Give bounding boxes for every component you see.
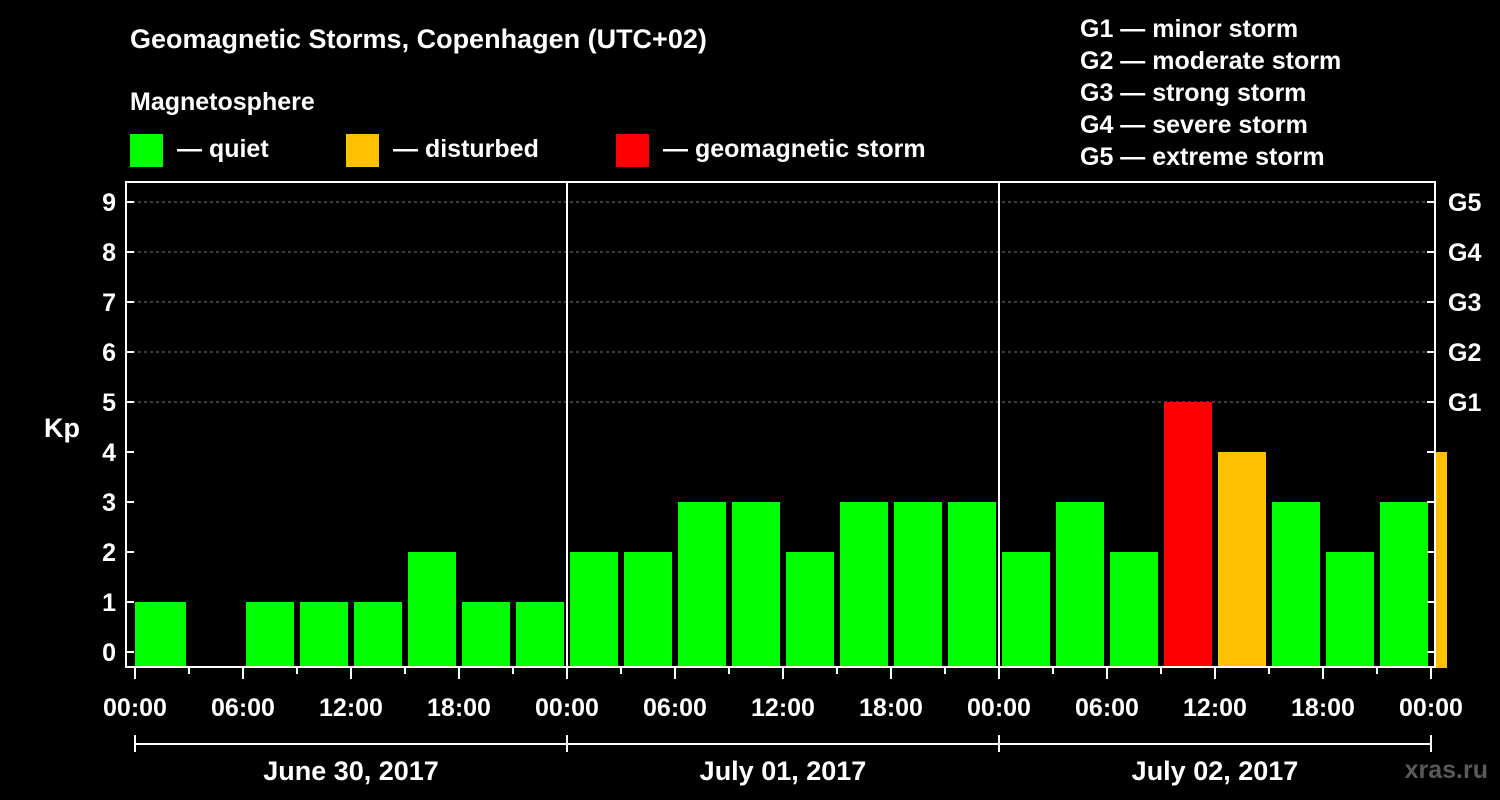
x-tick-label: 00:00: [967, 694, 1031, 722]
legend-swatch-storm: [616, 134, 649, 167]
x-tick-label: 12:00: [751, 694, 815, 722]
x-tick-label: 12:00: [1183, 694, 1247, 722]
x-tick-label: 00:00: [1399, 694, 1463, 722]
kp-bar: [1056, 502, 1104, 668]
day-separators: [566, 182, 1000, 667]
legend-swatch-quiet: [130, 134, 163, 167]
x-tick-label: 18:00: [859, 694, 923, 722]
plot-frame: [125, 181, 1436, 668]
kp-bar: [1164, 402, 1212, 668]
y-axis-ticks: 0 1 2 3 4 5 6 7 8 9: [102, 189, 134, 667]
right-axis-ticks: G1 G2 G3 G4 G5: [1427, 189, 1481, 653]
x-tick-label: 18:00: [1291, 694, 1355, 722]
storm-scale-g2: G2 — moderate storm: [1080, 47, 1341, 75]
kp-bar: [1110, 552, 1158, 668]
x-tick-label: 18:00: [427, 694, 491, 722]
y-tick-label: 7: [102, 289, 116, 317]
date-axis: June 30, 2017 July 01, 2017 July 02, 2017: [134, 735, 1432, 786]
x-axis-ticks: 00:00 06:00 12:00 18:00 00:00 06:00 12:00 18:00…: [103, 667, 1463, 722]
grid-lines: [126, 201, 1435, 403]
legend-swatch-disturbed: [346, 134, 379, 167]
kp-bar: [1272, 502, 1320, 668]
kp-bar: [1002, 552, 1050, 668]
bars: [135, 402, 1447, 668]
date-label: June 30, 2017: [263, 756, 439, 786]
kp-bar: [408, 552, 456, 668]
date-label: July 01, 2017: [700, 756, 867, 786]
y-tick-label: 0: [102, 639, 116, 667]
x-tick-label: 00:00: [535, 694, 599, 722]
legend-heading: Magnetosphere: [130, 88, 315, 116]
x-tick-label: 06:00: [211, 694, 275, 722]
kp-bar: [894, 502, 942, 668]
x-tick-label: 06:00: [643, 694, 707, 722]
watermark: xras.ru: [1405, 756, 1488, 784]
y-tick-label: 5: [102, 389, 116, 417]
y-tick-label: 9: [102, 189, 116, 217]
right-tick-label: G2: [1448, 339, 1481, 367]
right-tick-label: G3: [1448, 289, 1481, 317]
right-tick-label: G5: [1448, 189, 1481, 217]
y-tick-label: 1: [102, 589, 116, 617]
y-tick-label: 8: [102, 239, 116, 267]
storm-scale-g5: G5 — extreme storm: [1080, 143, 1325, 171]
legend-label-storm: — geomagnetic storm: [663, 135, 926, 163]
legend-label-disturbed: — disturbed: [393, 135, 539, 163]
right-tick-label: G1: [1448, 389, 1481, 417]
y-axis-label: Kp: [44, 413, 80, 443]
kp-bar: [246, 602, 294, 668]
y-tick-label: 4: [102, 439, 116, 467]
storm-scale-g1: G1 — minor storm: [1080, 15, 1298, 43]
kp-bar: [1380, 502, 1428, 668]
kp-bar: [840, 502, 888, 668]
storm-scale-g4: G4 — severe storm: [1080, 111, 1308, 139]
kp-bar: [300, 602, 348, 668]
right-tick-label: G4: [1448, 239, 1481, 267]
legend-label-quiet: — quiet: [177, 135, 269, 163]
x-tick-label: 06:00: [1075, 694, 1139, 722]
x-tick-label: 12:00: [319, 694, 383, 722]
kp-bar: [678, 502, 726, 668]
y-tick-label: 3: [102, 489, 116, 517]
kp-bar: [786, 552, 834, 668]
kp-bar: [516, 602, 564, 668]
kp-bar: [354, 602, 402, 668]
kp-bar: [624, 552, 672, 668]
kp-bar: [732, 502, 780, 668]
kp-bar: [1326, 552, 1374, 668]
kp-bar: [948, 502, 996, 668]
kp-bar: [1434, 452, 1447, 668]
kp-bar: [135, 602, 186, 668]
y-tick-label: 2: [102, 539, 116, 567]
y-tick-label: 6: [102, 339, 116, 367]
kp-bar: [1218, 452, 1266, 668]
storm-scale-g3: G3 — strong storm: [1080, 79, 1306, 107]
kp-bar: [570, 552, 618, 668]
x-tick-label: 00:00: [103, 694, 167, 722]
kp-bar: [462, 602, 510, 668]
date-label: July 02, 2017: [1132, 756, 1299, 786]
chart-title: Geomagnetic Storms, Copenhagen (UTC+02): [130, 24, 707, 54]
